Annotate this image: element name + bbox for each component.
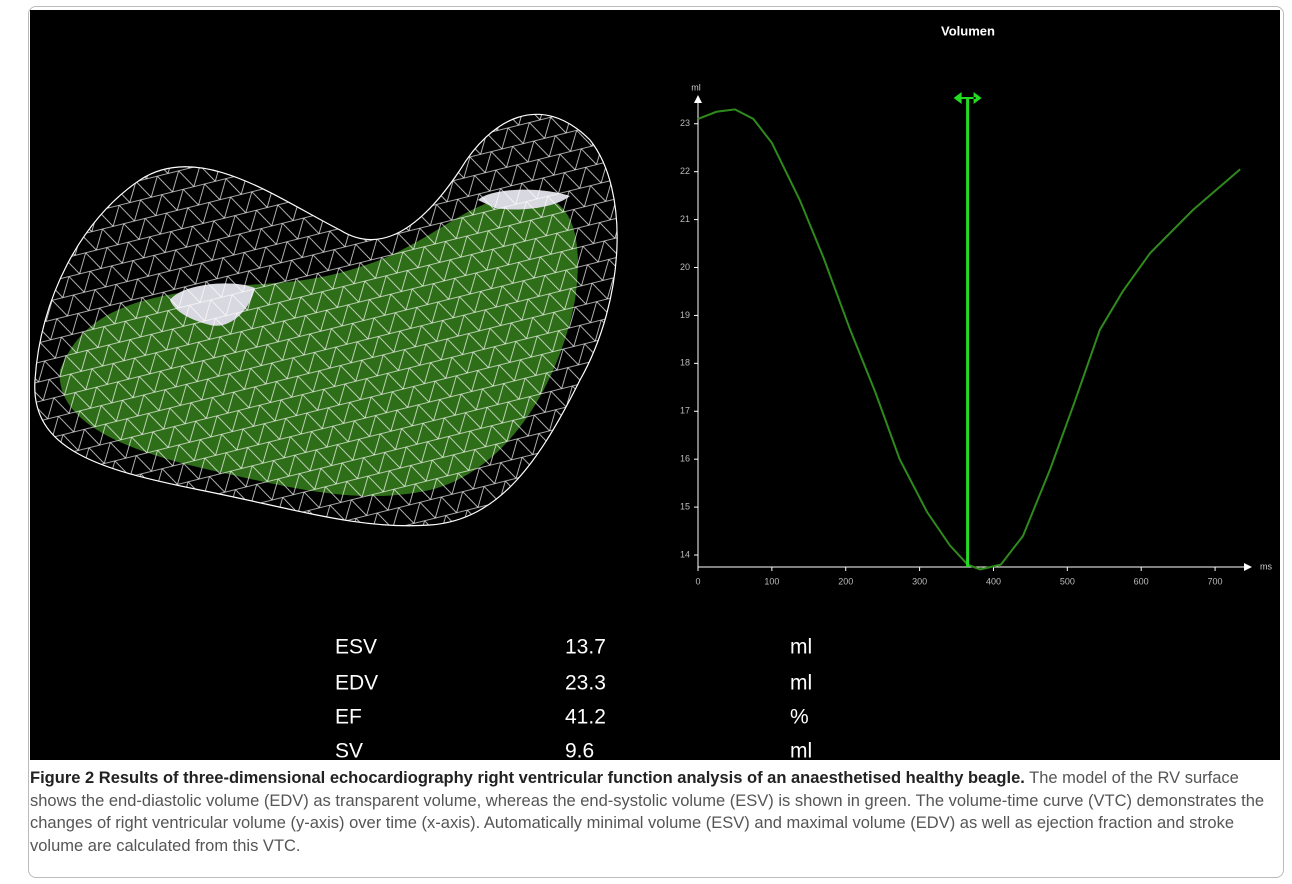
table-cell: 13.7 [565, 636, 606, 659]
x-tick-label: 700 [1208, 576, 1223, 586]
x-tick-label: 300 [912, 576, 927, 586]
table-cell: EF [335, 706, 362, 729]
caption-label: Figure 2 [30, 769, 95, 787]
caption: Figure 2 Results of three-dimensional ec… [30, 767, 1280, 857]
y-tick-label: 16 [680, 454, 690, 464]
y-tick-label: 14 [680, 549, 690, 559]
caption-title: Results of three-dimensional echocardiog… [98, 769, 1025, 787]
edv-outline [34, 113, 618, 527]
x-tick-label: 200 [838, 576, 853, 586]
y-tick-label: 18 [680, 358, 690, 368]
y-axis-arrow [694, 95, 702, 103]
x-axis-label: ms [1260, 561, 1272, 571]
time-cursor-handle [953, 92, 982, 104]
x-axis-arrow [1244, 563, 1252, 571]
table-cell: 9.6 [565, 740, 594, 763]
y-tick-label: 20 [680, 262, 690, 272]
table-cell: 23.3 [565, 672, 606, 695]
table-cell: 41.2 [565, 706, 606, 729]
table-cell: % [790, 706, 809, 729]
x-tick-label: 100 [764, 576, 779, 586]
x-tick-label: 600 [1134, 576, 1149, 586]
x-tick-label: 400 [986, 576, 1001, 586]
table-cell: ml [790, 740, 812, 763]
table-cell: EDV [335, 672, 378, 695]
y-tick-label: 22 [680, 166, 690, 176]
table-cell: ml [790, 636, 812, 659]
x-tick-label: 500 [1060, 576, 1075, 586]
y-tick-label: 19 [680, 310, 690, 320]
caption-text: The model of the RV surface shows the en… [30, 769, 1265, 855]
y-axis-label: ml [691, 82, 701, 92]
figure-frame [28, 6, 1284, 878]
y-tick-label: 21 [680, 214, 690, 224]
table-cell: ESV [335, 636, 377, 659]
x-tick-label: 0 [695, 576, 700, 586]
y-tick-label: 15 [680, 501, 690, 511]
y-tick-label: 17 [680, 406, 690, 416]
volume-curve [697, 108, 1241, 571]
chart-title: Volumen [941, 23, 995, 38]
table-cell: ml [790, 672, 812, 695]
y-tick-label: 23 [680, 118, 690, 128]
table-cell: SV [335, 740, 363, 763]
